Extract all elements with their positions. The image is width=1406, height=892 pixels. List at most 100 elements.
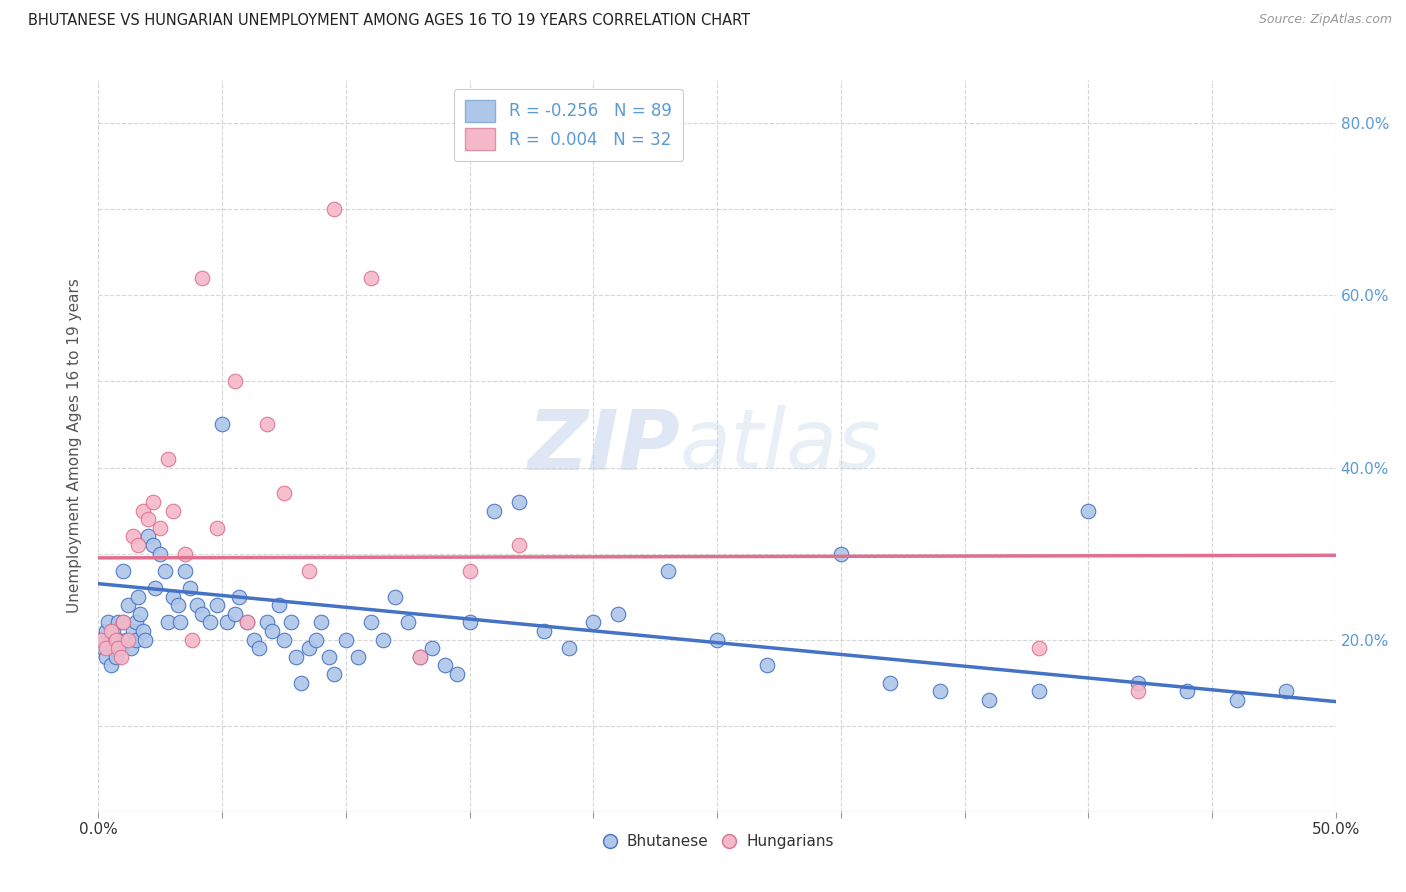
Point [132,503,155,517]
Point [433,658,456,673]
Point [94,649,117,664]
Legend: Bhutanese, Hungarians: Bhutanese, Hungarians [595,828,839,855]
Point [174,547,197,561]
Point [100,658,122,673]
Point [142,538,165,552]
Point [107,615,129,630]
Point [607,607,630,621]
Point [309,615,332,630]
Point [298,564,321,578]
Point [280,615,302,630]
Point [143,581,166,595]
Point [149,521,172,535]
Point [97,615,120,630]
Point [100,632,122,647]
Point [1077,503,1099,517]
Point [156,451,179,466]
Point [360,615,382,630]
Point [179,581,201,595]
Point [104,632,127,647]
Point [706,632,728,647]
Point [322,202,344,217]
Point [1028,684,1050,698]
Point [205,598,228,612]
Point [1275,684,1298,698]
Point [127,590,149,604]
Point [422,641,444,656]
Point [409,649,432,664]
Point [322,667,344,681]
Point [112,615,135,630]
Point [156,615,179,630]
Point [224,607,246,621]
Point [285,649,308,664]
Point [166,598,188,612]
Point [458,615,481,630]
Point [243,632,266,647]
Point [181,632,204,647]
Point [755,658,778,673]
Point [191,271,214,285]
Point [273,632,295,647]
Point [104,649,127,664]
Point [533,624,555,638]
Point [94,624,117,638]
Point [318,649,340,664]
Point [260,624,283,638]
Point [117,632,139,647]
Point [247,641,270,656]
Point [124,632,146,647]
Point [136,529,159,543]
Point [94,641,117,656]
Point [224,375,246,389]
Point [1226,693,1249,707]
Point [657,564,679,578]
Point [298,641,321,656]
Point [120,641,142,656]
Point [127,538,149,552]
Point [211,417,233,432]
Point [557,641,579,656]
Point [508,495,530,509]
Text: ZIP: ZIP [527,406,681,486]
Point [928,684,950,698]
Point [347,649,370,664]
Point [134,632,156,647]
Text: Source: ZipAtlas.com: Source: ZipAtlas.com [1258,13,1392,27]
Point [90,632,112,647]
Point [508,538,530,552]
Point [198,615,221,630]
Text: atlas: atlas [681,406,882,486]
Point [1126,675,1149,690]
Point [169,615,191,630]
Point [335,632,357,647]
Point [360,271,382,285]
Point [236,615,259,630]
Point [458,564,481,578]
Point [129,607,152,621]
Point [132,624,155,638]
Point [155,564,177,578]
Point [162,503,184,517]
Point [110,641,132,656]
Point [112,615,135,630]
Y-axis label: Unemployment Among Ages 16 to 19 years: Unemployment Among Ages 16 to 19 years [67,278,83,614]
Point [124,615,146,630]
Point [174,564,197,578]
Point [122,624,145,638]
Point [267,598,290,612]
Point [142,495,165,509]
Point [107,632,129,647]
Point [879,675,901,690]
Point [107,641,129,656]
Point [290,675,312,690]
Point [1028,641,1050,656]
Point [256,417,278,432]
Point [217,615,239,630]
Text: BHUTANESE VS HUNGARIAN UNEMPLOYMENT AMONG AGES 16 TO 19 YEARS CORRELATION CHART: BHUTANESE VS HUNGARIAN UNEMPLOYMENT AMON… [28,13,751,29]
Point [100,624,122,638]
Point [191,607,214,621]
Point [979,693,1001,707]
Point [830,547,852,561]
Point [186,598,208,612]
